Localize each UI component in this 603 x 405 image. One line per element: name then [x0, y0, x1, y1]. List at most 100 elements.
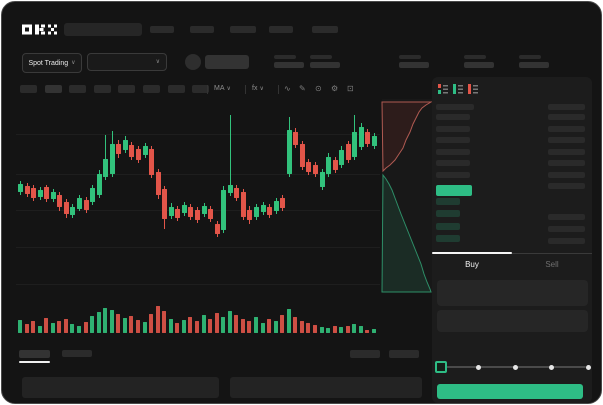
bid-price-cell[interactable] — [436, 210, 460, 217]
timeframe-button[interactable] — [192, 85, 210, 93]
candlestick-chart[interactable] — [2, 2, 432, 342]
volume-bar — [188, 317, 192, 333]
ask-price-cell[interactable] — [436, 126, 470, 132]
fullscreen-icon[interactable]: ⊡ — [347, 84, 354, 93]
candle — [221, 190, 226, 230]
chevron-down-icon: ∨ — [155, 59, 160, 65]
market-type-label: Spot Trading — [28, 59, 69, 67]
candle — [293, 132, 298, 145]
bid-price-cell[interactable] — [436, 198, 460, 205]
chart-gridline — [16, 284, 380, 285]
last-price-bar[interactable] — [436, 185, 472, 196]
volume-bar — [247, 321, 251, 333]
ticker-stat-value — [519, 62, 549, 68]
bid-amount-cell[interactable] — [548, 214, 585, 220]
nav-item-5[interactable] — [312, 26, 338, 33]
amount-slider-handle[interactable] — [435, 361, 447, 373]
nav-item-3[interactable] — [230, 26, 256, 33]
camera-icon[interactable]: ⊙ — [315, 84, 322, 93]
volume-bar — [169, 319, 173, 333]
volume-bar — [18, 320, 22, 333]
timeframe-button[interactable] — [69, 85, 87, 93]
depth-bids-area — [381, 173, 432, 293]
candle — [97, 174, 102, 195]
indicator-ma-dropdown[interactable]: MA ∨ — [214, 85, 231, 92]
orderbook-view-asks-icon[interactable] — [468, 84, 478, 94]
volume-bar — [339, 327, 343, 333]
volume-bar — [182, 320, 186, 333]
volume-bar — [254, 317, 258, 333]
ask-price-cell[interactable] — [436, 137, 470, 143]
volume-bar — [306, 323, 310, 333]
candle — [346, 144, 351, 160]
bottom-tab-active[interactable] — [19, 350, 50, 358]
timeframe-button[interactable] — [93, 85, 111, 93]
nav-item-2[interactable] — [190, 26, 214, 33]
ask-price-cell[interactable] — [436, 172, 470, 178]
ask-price-cell[interactable] — [436, 114, 470, 120]
nav-item-4[interactable] — [269, 26, 293, 33]
bottom-action-1[interactable] — [350, 350, 380, 358]
bottom-section — [2, 342, 432, 403]
volume-bar — [228, 311, 232, 333]
candle — [241, 192, 246, 217]
ask-amount-cell[interactable] — [548, 114, 585, 120]
timeframe-button[interactable] — [20, 85, 37, 93]
volume-bar — [293, 317, 297, 333]
slider-dot[interactable] — [549, 364, 555, 370]
drawing-tools-icon[interactable]: ✎ — [299, 84, 306, 93]
candle — [103, 159, 108, 177]
candle — [320, 172, 325, 187]
ask-price-cell[interactable] — [436, 149, 470, 155]
slider-dot[interactable] — [475, 364, 481, 370]
candle — [313, 165, 318, 174]
pair-selector-dropdown[interactable]: ∨ — [87, 53, 167, 71]
orderbook-view-both-icon[interactable] — [438, 84, 448, 94]
volume-bar — [51, 323, 55, 333]
tabs-separator — [432, 253, 592, 254]
ask-price-cell[interactable] — [436, 160, 470, 166]
bid-price-cell[interactable] — [436, 235, 460, 242]
candle — [123, 140, 128, 150]
timeframe-button[interactable] — [118, 85, 136, 93]
bid-price-cell[interactable] — [436, 223, 460, 230]
bid-amount-cell[interactable] — [548, 238, 585, 244]
amount-input[interactable] — [437, 310, 588, 332]
slider-dot[interactable] — [586, 364, 591, 370]
volume-bar — [44, 318, 48, 333]
volume-bar — [116, 314, 120, 333]
bottom-tab-2[interactable] — [62, 350, 92, 357]
bottom-action-2[interactable] — [389, 350, 419, 358]
volume-bar — [241, 319, 245, 333]
candle — [352, 132, 357, 157]
overlay-fx-dropdown[interactable]: fx ∨ — [252, 85, 264, 92]
candle-wick — [105, 135, 106, 180]
timeframe-button[interactable] — [143, 85, 160, 93]
line-type-icon[interactable]: ∿ — [284, 84, 291, 93]
orderbook-view-bids-icon[interactable] — [453, 84, 463, 94]
tab-buy[interactable]: Buy — [465, 260, 479, 269]
ask-amount-cell[interactable] — [548, 126, 585, 132]
tab-sell[interactable]: Sell — [545, 260, 559, 269]
ask-amount-cell[interactable] — [548, 149, 585, 155]
candle — [306, 162, 311, 172]
search-input[interactable] — [64, 23, 142, 36]
slider-dot[interactable] — [512, 364, 518, 370]
volume-bar — [320, 327, 324, 333]
timeframe-button[interactable] — [167, 85, 185, 93]
ask-amount-cell[interactable] — [548, 160, 585, 166]
volume-bar — [84, 322, 88, 333]
nav-item-1[interactable] — [150, 26, 174, 33]
ask-amount-cell[interactable] — [548, 137, 585, 143]
timeframe-button[interactable] — [44, 85, 62, 93]
ask-amount-cell[interactable] — [548, 172, 585, 178]
market-type-selector[interactable]: Spot Trading ∨ — [22, 53, 82, 73]
ask-amount-cell[interactable] — [548, 183, 585, 189]
bid-amount-cell[interactable] — [548, 226, 585, 232]
orderbook-header-amount — [548, 104, 585, 110]
buy-button[interactable] — [437, 384, 583, 399]
price-input[interactable] — [437, 280, 588, 306]
settings-icon[interactable]: ⚙ — [331, 84, 339, 93]
